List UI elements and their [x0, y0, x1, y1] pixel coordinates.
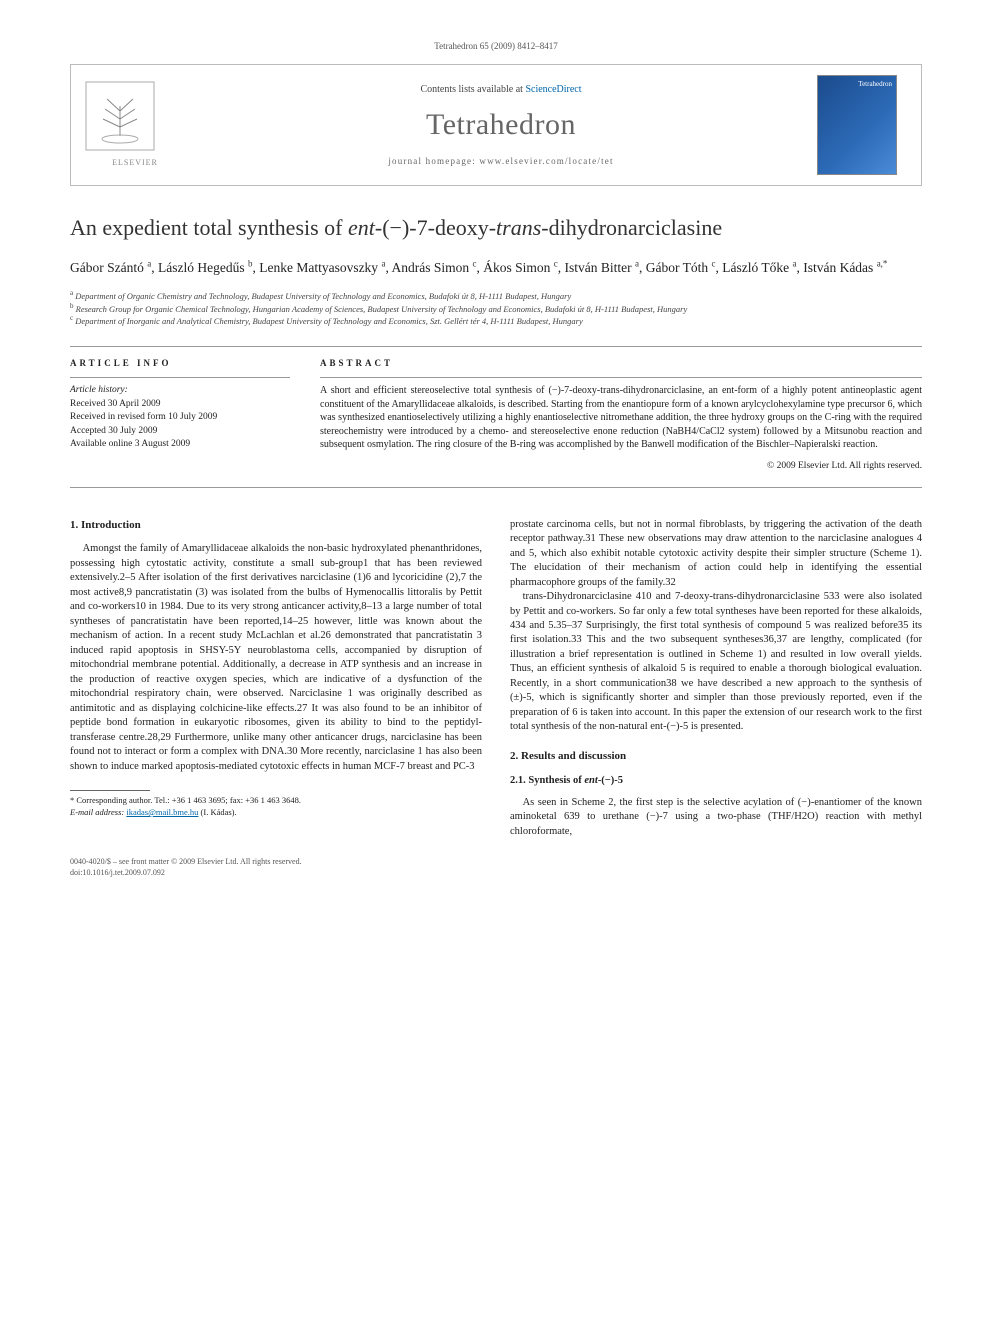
- paragraph: As seen in Scheme 2, the first step is t…: [510, 796, 922, 839]
- running-head: Tetrahedron 65 (2009) 8412–8417: [70, 40, 922, 52]
- corresponding-author: * Corresponding author. Tel.: +36 1 463 …: [70, 795, 482, 819]
- article-info-heading: ARTICLE INFO: [70, 357, 290, 369]
- abstract-text: A short and efficient stereoselective to…: [320, 384, 922, 452]
- history-accepted: Accepted 30 July 2009: [70, 425, 290, 438]
- elsevier-logo: ELSEVIER: [85, 81, 185, 169]
- history-label: Article history:: [70, 384, 290, 397]
- sciencedirect-link[interactable]: ScienceDirect: [525, 84, 581, 95]
- author: Lenke Mattyasovszky a: [259, 260, 385, 275]
- abstract: ABSTRACT A short and efficient stereosel…: [320, 357, 922, 472]
- right-column: prostate carcinoma cells, but not in nor…: [510, 518, 922, 840]
- divider: [70, 487, 922, 488]
- contents-line: Contents lists available at ScienceDirec…: [185, 83, 817, 97]
- journal-masthead: ELSEVIER Contents lists available at Sci…: [70, 64, 922, 186]
- subsection-heading: 2.1. Synthesis of ent-(−)-5: [510, 774, 922, 788]
- article-title: An expedient total synthesis of ent-(−)-…: [70, 214, 922, 242]
- journal-homepage: journal homepage: www.elsevier.com/locat…: [185, 155, 817, 167]
- journal-cover: [817, 75, 897, 175]
- author: Ákos Simon c: [483, 260, 558, 275]
- author: Gábor Szántó a: [70, 260, 151, 275]
- footnote-rule: [70, 790, 150, 791]
- affiliations: a Department of Organic Chemistry and Te…: [70, 290, 922, 328]
- author: László Tőke a: [722, 260, 796, 275]
- author: István Bitter a: [564, 260, 639, 275]
- section-heading-intro: 1. Introduction: [70, 518, 482, 533]
- copyright: © 2009 Elsevier Ltd. All rights reserved…: [320, 460, 922, 473]
- left-column: 1. Introduction Amongst the family of Am…: [70, 518, 482, 840]
- article-info: ARTICLE INFO Article history: Received 3…: [70, 357, 290, 472]
- paragraph: Amongst the family of Amaryllidaceae alk…: [70, 542, 482, 774]
- author: András Simon c: [391, 260, 476, 275]
- author-list: Gábor Szántó a, László Hegedűs b, Lenke …: [70, 258, 922, 278]
- history-online: Available online 3 August 2009: [70, 438, 290, 451]
- page-footer: 0040-4020/$ – see front matter © 2009 El…: [70, 857, 922, 879]
- history-received: Received 30 April 2009: [70, 398, 290, 411]
- journal-name: Tetrahedron: [185, 105, 817, 146]
- author: István Kádas a,*: [803, 260, 887, 275]
- abstract-heading: ABSTRACT: [320, 357, 922, 369]
- publisher-label: ELSEVIER: [85, 158, 185, 169]
- author: László Hegedűs b: [158, 260, 252, 275]
- email-link[interactable]: ikadas@mail.bme.hu: [126, 807, 198, 817]
- paragraph: trans-Dihydronarciclasine 410 and 7-deox…: [510, 590, 922, 735]
- history-revised: Received in revised form 10 July 2009: [70, 411, 290, 424]
- author: Gábor Tóth c: [646, 260, 716, 275]
- section-heading-results: 2. Results and discussion: [510, 749, 922, 764]
- paragraph: prostate carcinoma cells, but not in nor…: [510, 518, 922, 590]
